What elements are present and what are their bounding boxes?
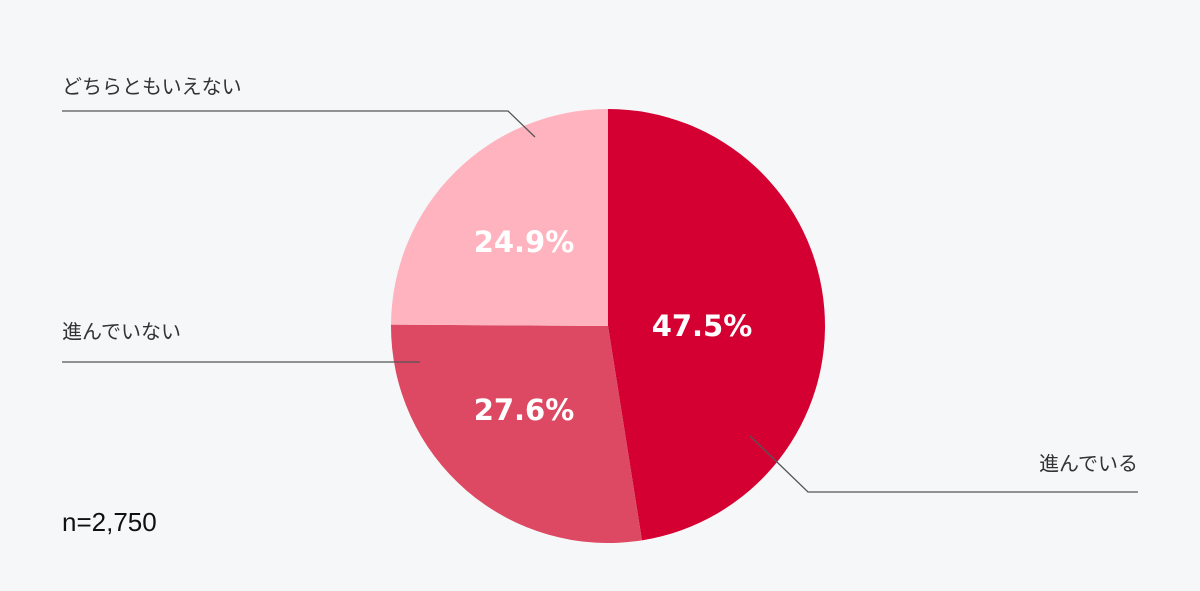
leader-line <box>62 110 536 138</box>
pie-slice <box>608 109 825 541</box>
category-label: 進んでいない <box>62 320 181 344</box>
slice-label: 47.5% <box>652 309 753 343</box>
category-label: どちらともいえない <box>62 75 242 99</box>
leader-line <box>749 435 1138 493</box>
slice-label: 27.6% <box>474 393 575 427</box>
pie-slice <box>391 109 608 326</box>
slice-label: 24.9% <box>474 225 575 259</box>
category-label: 進んでいる <box>1039 452 1138 476</box>
pie-slice <box>391 324 642 543</box>
sample-size-note: n=2,750 <box>62 507 157 537</box>
